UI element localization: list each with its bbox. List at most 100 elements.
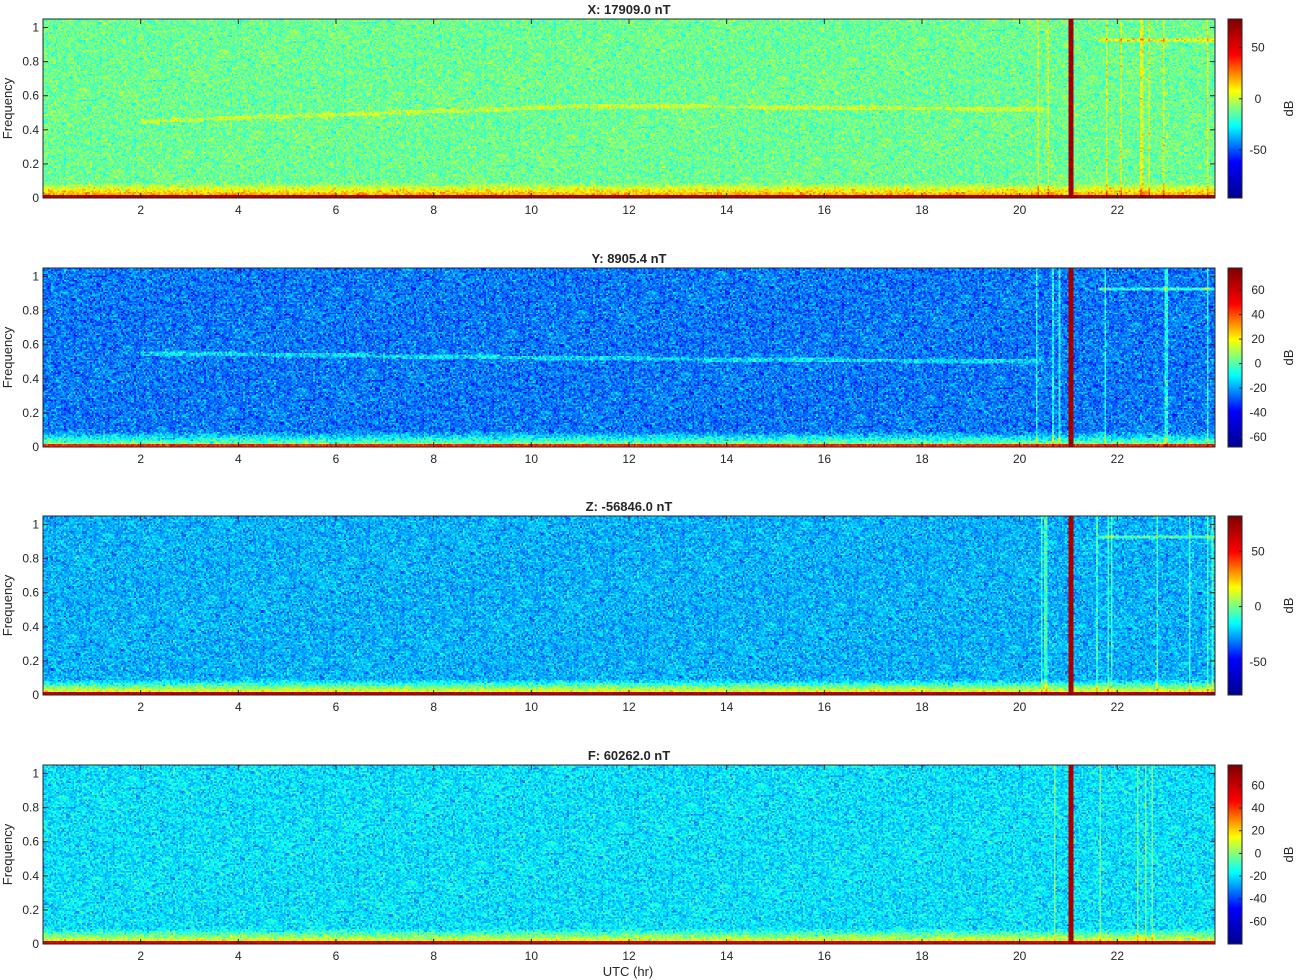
x-tick-label: 6 xyxy=(333,949,340,963)
colorbar-tick-label: 20 xyxy=(1251,332,1265,346)
colorbar-label: dB xyxy=(1281,101,1296,117)
y-tick-label: 0.2 xyxy=(22,903,39,917)
spectrogram-panels: X: 17909.0 nT2 4 6 8 10 12 14 16 18 20 2200.20.40.… xyxy=(0,2,1296,963)
y-tick-label: 0 xyxy=(32,191,39,205)
y-tick-label: 0.4 xyxy=(22,620,39,634)
colorbar-tick-label: 0 xyxy=(1255,357,1262,371)
x-tick-label: 2 xyxy=(137,949,144,963)
x-tick-label: 16 xyxy=(818,949,832,963)
x-tick-label: 12 xyxy=(622,203,636,217)
x-tick-label: 2 xyxy=(137,452,144,466)
colorbar-box xyxy=(1227,515,1243,696)
x-tick-label: 8 xyxy=(430,949,437,963)
y-tick-label: 0.2 xyxy=(22,406,39,420)
y-axis-label: Frequency xyxy=(0,326,15,388)
x-tick-label: 2 xyxy=(137,700,144,714)
x-tick-label: 22 xyxy=(1111,203,1125,217)
x-tick-label: 22 xyxy=(1111,452,1125,466)
y-tick-label: 0.4 xyxy=(22,372,39,386)
colorbar-box xyxy=(1227,18,1243,199)
x-tick-label: 6 xyxy=(333,203,340,217)
colorbar-tick-label: 60 xyxy=(1251,283,1265,297)
colorbar-tick-label: 20 xyxy=(1251,824,1265,838)
x-tick-label: 14 xyxy=(720,700,734,714)
x-tick-label: 20 xyxy=(1013,203,1027,217)
colorbar-tick-label: 60 xyxy=(1251,778,1265,792)
x-tick-label: 18 xyxy=(915,700,929,714)
colorbar-tick-label: -40 xyxy=(1249,406,1267,420)
colorbar-tick-label: -20 xyxy=(1249,381,1267,395)
colorbar xyxy=(1228,268,1242,447)
x-tick-label: 10 xyxy=(525,949,539,963)
x-tick-label: 16 xyxy=(818,452,832,466)
x-axis-label: UTC (hr) xyxy=(603,964,654,979)
spectrogram-heatmap xyxy=(43,765,1215,944)
colorbar-tick-label: 0 xyxy=(1255,92,1262,106)
colorbar-tick-label: 50 xyxy=(1251,544,1265,558)
x-tick-label: 4 xyxy=(235,452,242,466)
y-axis-label: Frequency xyxy=(0,574,15,636)
spectrogram-panel: Z: -56846.0 nT2 4 6 8 10 12 14 16 18 20 2200.20.40… xyxy=(0,499,1296,714)
y-tick-label: 0.6 xyxy=(22,338,39,352)
y-tick-label: 0 xyxy=(32,440,39,454)
x-tick-label: 16 xyxy=(818,700,832,714)
x-tick-label: 20 xyxy=(1013,700,1027,714)
x-tick-label: 20 xyxy=(1013,452,1027,466)
y-axis-label: Frequency xyxy=(0,77,15,139)
x-tick-label: 10 xyxy=(525,203,539,217)
y-tick-label: 0.6 xyxy=(22,586,39,600)
x-tick-label: 14 xyxy=(720,203,734,217)
x-tick-label: 18 xyxy=(915,949,929,963)
spectrogram-panel: F: 60262.0 nT2 4 6 8 10 12 14 16 18 20 2200.20.40.… xyxy=(0,748,1296,963)
x-tick-label: 4 xyxy=(235,700,242,714)
y-tick-label: 1 xyxy=(32,518,39,532)
colorbar-label: dB xyxy=(1281,847,1296,863)
panel-title: Z: -56846.0 nT xyxy=(586,499,673,514)
colorbar xyxy=(1228,765,1242,944)
panel-title: X: 17909.0 nT xyxy=(587,2,670,17)
colorbar-label: dB xyxy=(1281,350,1296,366)
x-tick-label: 8 xyxy=(430,452,437,466)
y-tick-label: 0.8 xyxy=(22,55,39,69)
colorbar-tick-label: -40 xyxy=(1249,892,1267,906)
x-tick-label: 8 xyxy=(430,700,437,714)
x-tick-label: 2 xyxy=(137,203,144,217)
x-tick-label: 14 xyxy=(720,452,734,466)
panel-title: Y: 8905.4 nT xyxy=(592,251,667,266)
x-tick-label: 10 xyxy=(525,452,539,466)
spectrogram-heatmap xyxy=(43,19,1215,198)
spectrogram-heatmap xyxy=(43,268,1215,447)
y-tick-label: 0.2 xyxy=(22,157,39,171)
colorbar xyxy=(1228,19,1242,198)
y-tick-label: 1 xyxy=(32,21,39,35)
x-tick-label: 20 xyxy=(1013,949,1027,963)
x-tick-label: 12 xyxy=(622,700,636,714)
y-tick-label: 1 xyxy=(32,270,39,284)
colorbar-tick-label: -60 xyxy=(1249,430,1267,444)
spectrogram-panel: Y: 8905.4 nT2 4 6 8 10 12 14 16 18 20 2200.20.40.6… xyxy=(0,251,1296,466)
colorbar-label: dB xyxy=(1281,598,1296,614)
x-tick-label: 4 xyxy=(235,203,242,217)
colorbar-tick-label: 50 xyxy=(1251,41,1265,55)
y-tick-label: 1 xyxy=(32,767,39,781)
x-tick-label: 18 xyxy=(915,203,929,217)
colorbar-tick-label: -60 xyxy=(1249,914,1267,928)
y-tick-label: 0.8 xyxy=(22,801,39,815)
x-tick-label: 6 xyxy=(333,452,340,466)
colorbar-tick-label: -20 xyxy=(1249,869,1267,883)
x-tick-label: 18 xyxy=(915,452,929,466)
x-tick-label: 12 xyxy=(622,949,636,963)
colorbar-tick-label: 40 xyxy=(1251,308,1265,322)
x-tick-label: 16 xyxy=(818,203,832,217)
colorbar-tick-label: -50 xyxy=(1249,143,1267,157)
panel-title: F: 60262.0 nT xyxy=(588,748,670,763)
y-tick-label: 0.6 xyxy=(22,835,39,849)
x-tick-label: 6 xyxy=(333,700,340,714)
colorbar-tick-label: 0 xyxy=(1255,600,1262,614)
x-tick-label: 8 xyxy=(430,203,437,217)
colorbar xyxy=(1228,516,1242,695)
y-tick-label: 0.8 xyxy=(22,552,39,566)
y-tick-label: 0.8 xyxy=(22,304,39,318)
colorbar-tick-label: 0 xyxy=(1255,846,1262,860)
